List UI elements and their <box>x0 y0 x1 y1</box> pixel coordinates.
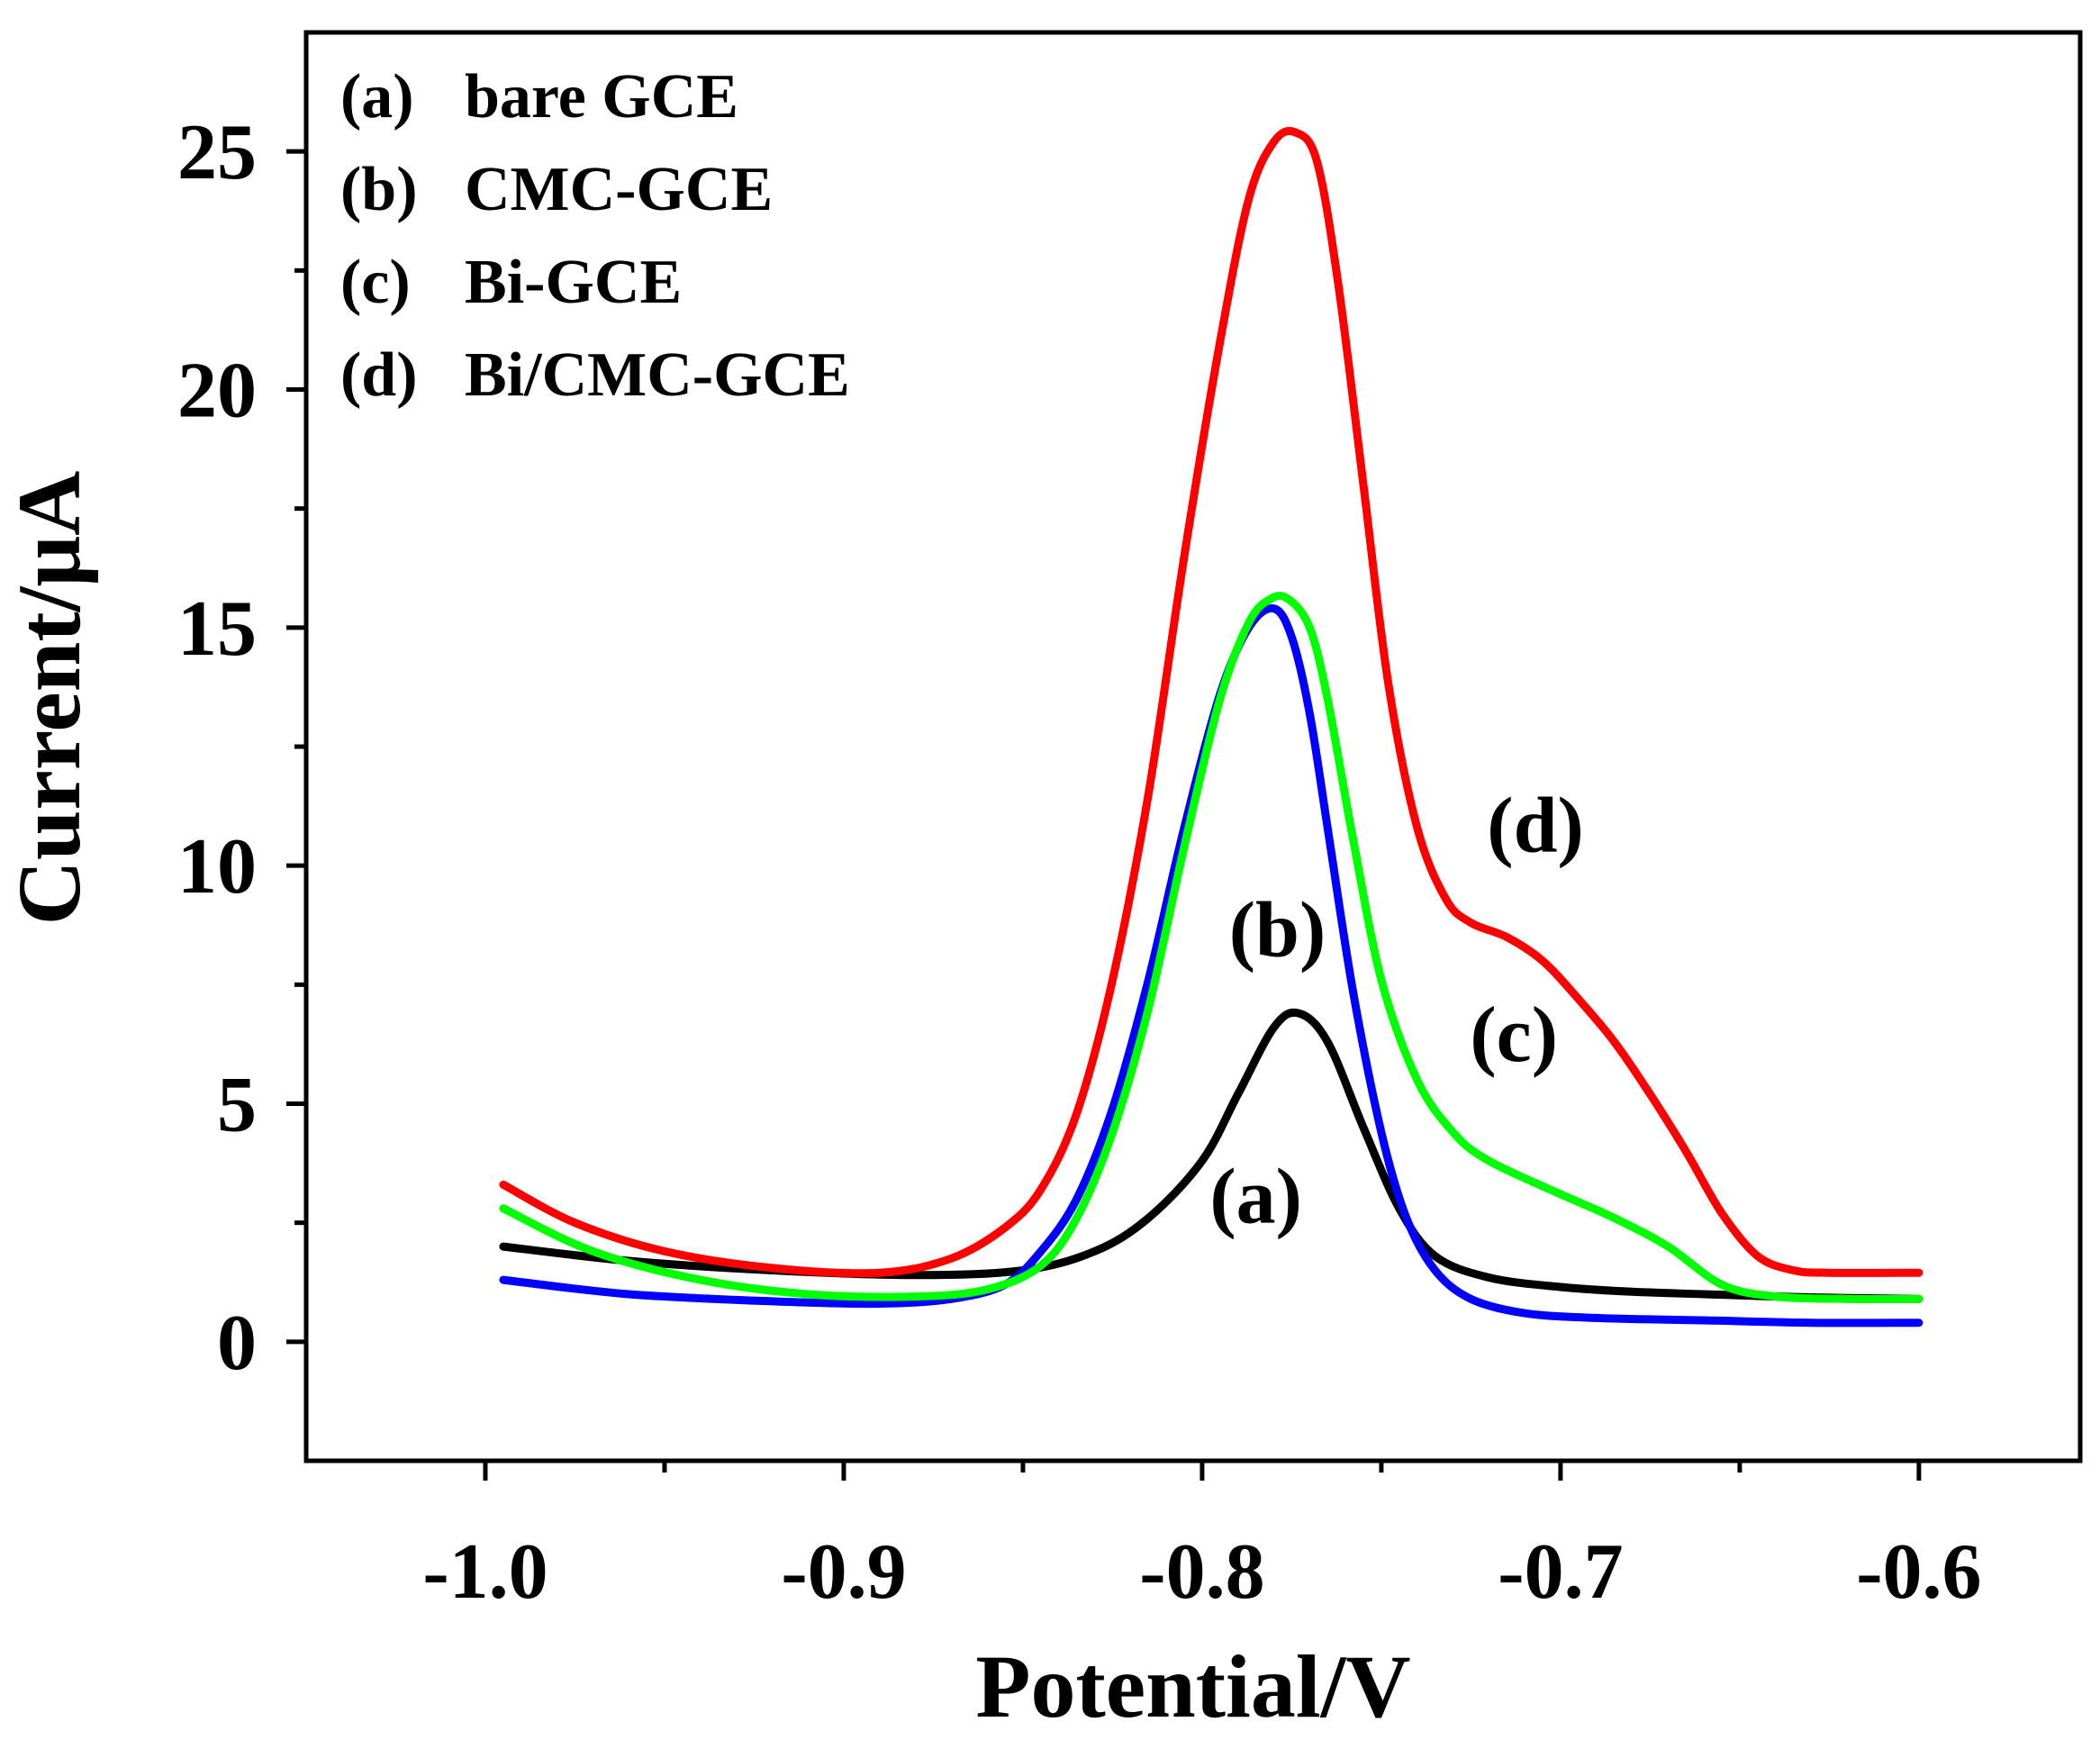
y-tick-label: 20 <box>177 348 257 435</box>
curve-label: (c) <box>1470 992 1558 1079</box>
legend-label: bare GCE <box>465 62 738 131</box>
series-line-bi-gce <box>499 591 1923 1303</box>
x-tick-label: -0.6 <box>1856 1528 1981 1616</box>
curve-label: (a) <box>1209 1154 1302 1241</box>
legend-key: (a) <box>340 62 414 131</box>
legend-key: (b) <box>340 155 418 224</box>
x-tick-label: -0.7 <box>1498 1528 1623 1616</box>
y-tick-label: 15 <box>177 585 257 673</box>
series-line-bare-gce <box>499 1008 1923 1303</box>
y-tick-label: 0 <box>217 1300 257 1387</box>
series-line-cmc-gce <box>499 603 1923 1328</box>
x-axis-ticks: -1.0 -0.9 -0.8 -0.7 -0.6 <box>422 1461 1982 1616</box>
y-axis-ticks: 0 5 10 15 20 25 <box>177 109 306 1387</box>
y-tick-label: 5 <box>217 1062 257 1149</box>
x-axis-label: Potential/V <box>975 1636 1410 1736</box>
curve-label: (d) <box>1487 782 1584 869</box>
legend-label: CMC-GCE <box>465 155 773 224</box>
legend-key: (c) <box>340 248 411 317</box>
y-tick-label: 10 <box>177 823 257 911</box>
legend-label: Bi/CMC-GCE <box>465 340 850 410</box>
curve-label: (b) <box>1229 887 1326 974</box>
curve-labels: (a) (b) (c) (d) <box>1209 782 1584 1240</box>
x-tick-label: -0.8 <box>1139 1528 1264 1616</box>
y-tick-label: 25 <box>177 109 257 196</box>
y-axis-label: Current/μA <box>0 471 99 926</box>
x-tick-label: -1.0 <box>422 1528 548 1616</box>
data-series <box>499 126 1923 1328</box>
legend-label: Bi-GCE <box>465 248 682 317</box>
legend-key: (d) <box>340 340 418 410</box>
x-tick-label: -0.9 <box>781 1528 906 1616</box>
legend: (a) bare GCE (b) CMC-GCE (c) Bi-GCE (d) Bi/CMC-… <box>340 62 850 410</box>
minor-ticks <box>294 267 1742 1473</box>
series-line-bi-cmc-gce <box>499 126 1923 1278</box>
